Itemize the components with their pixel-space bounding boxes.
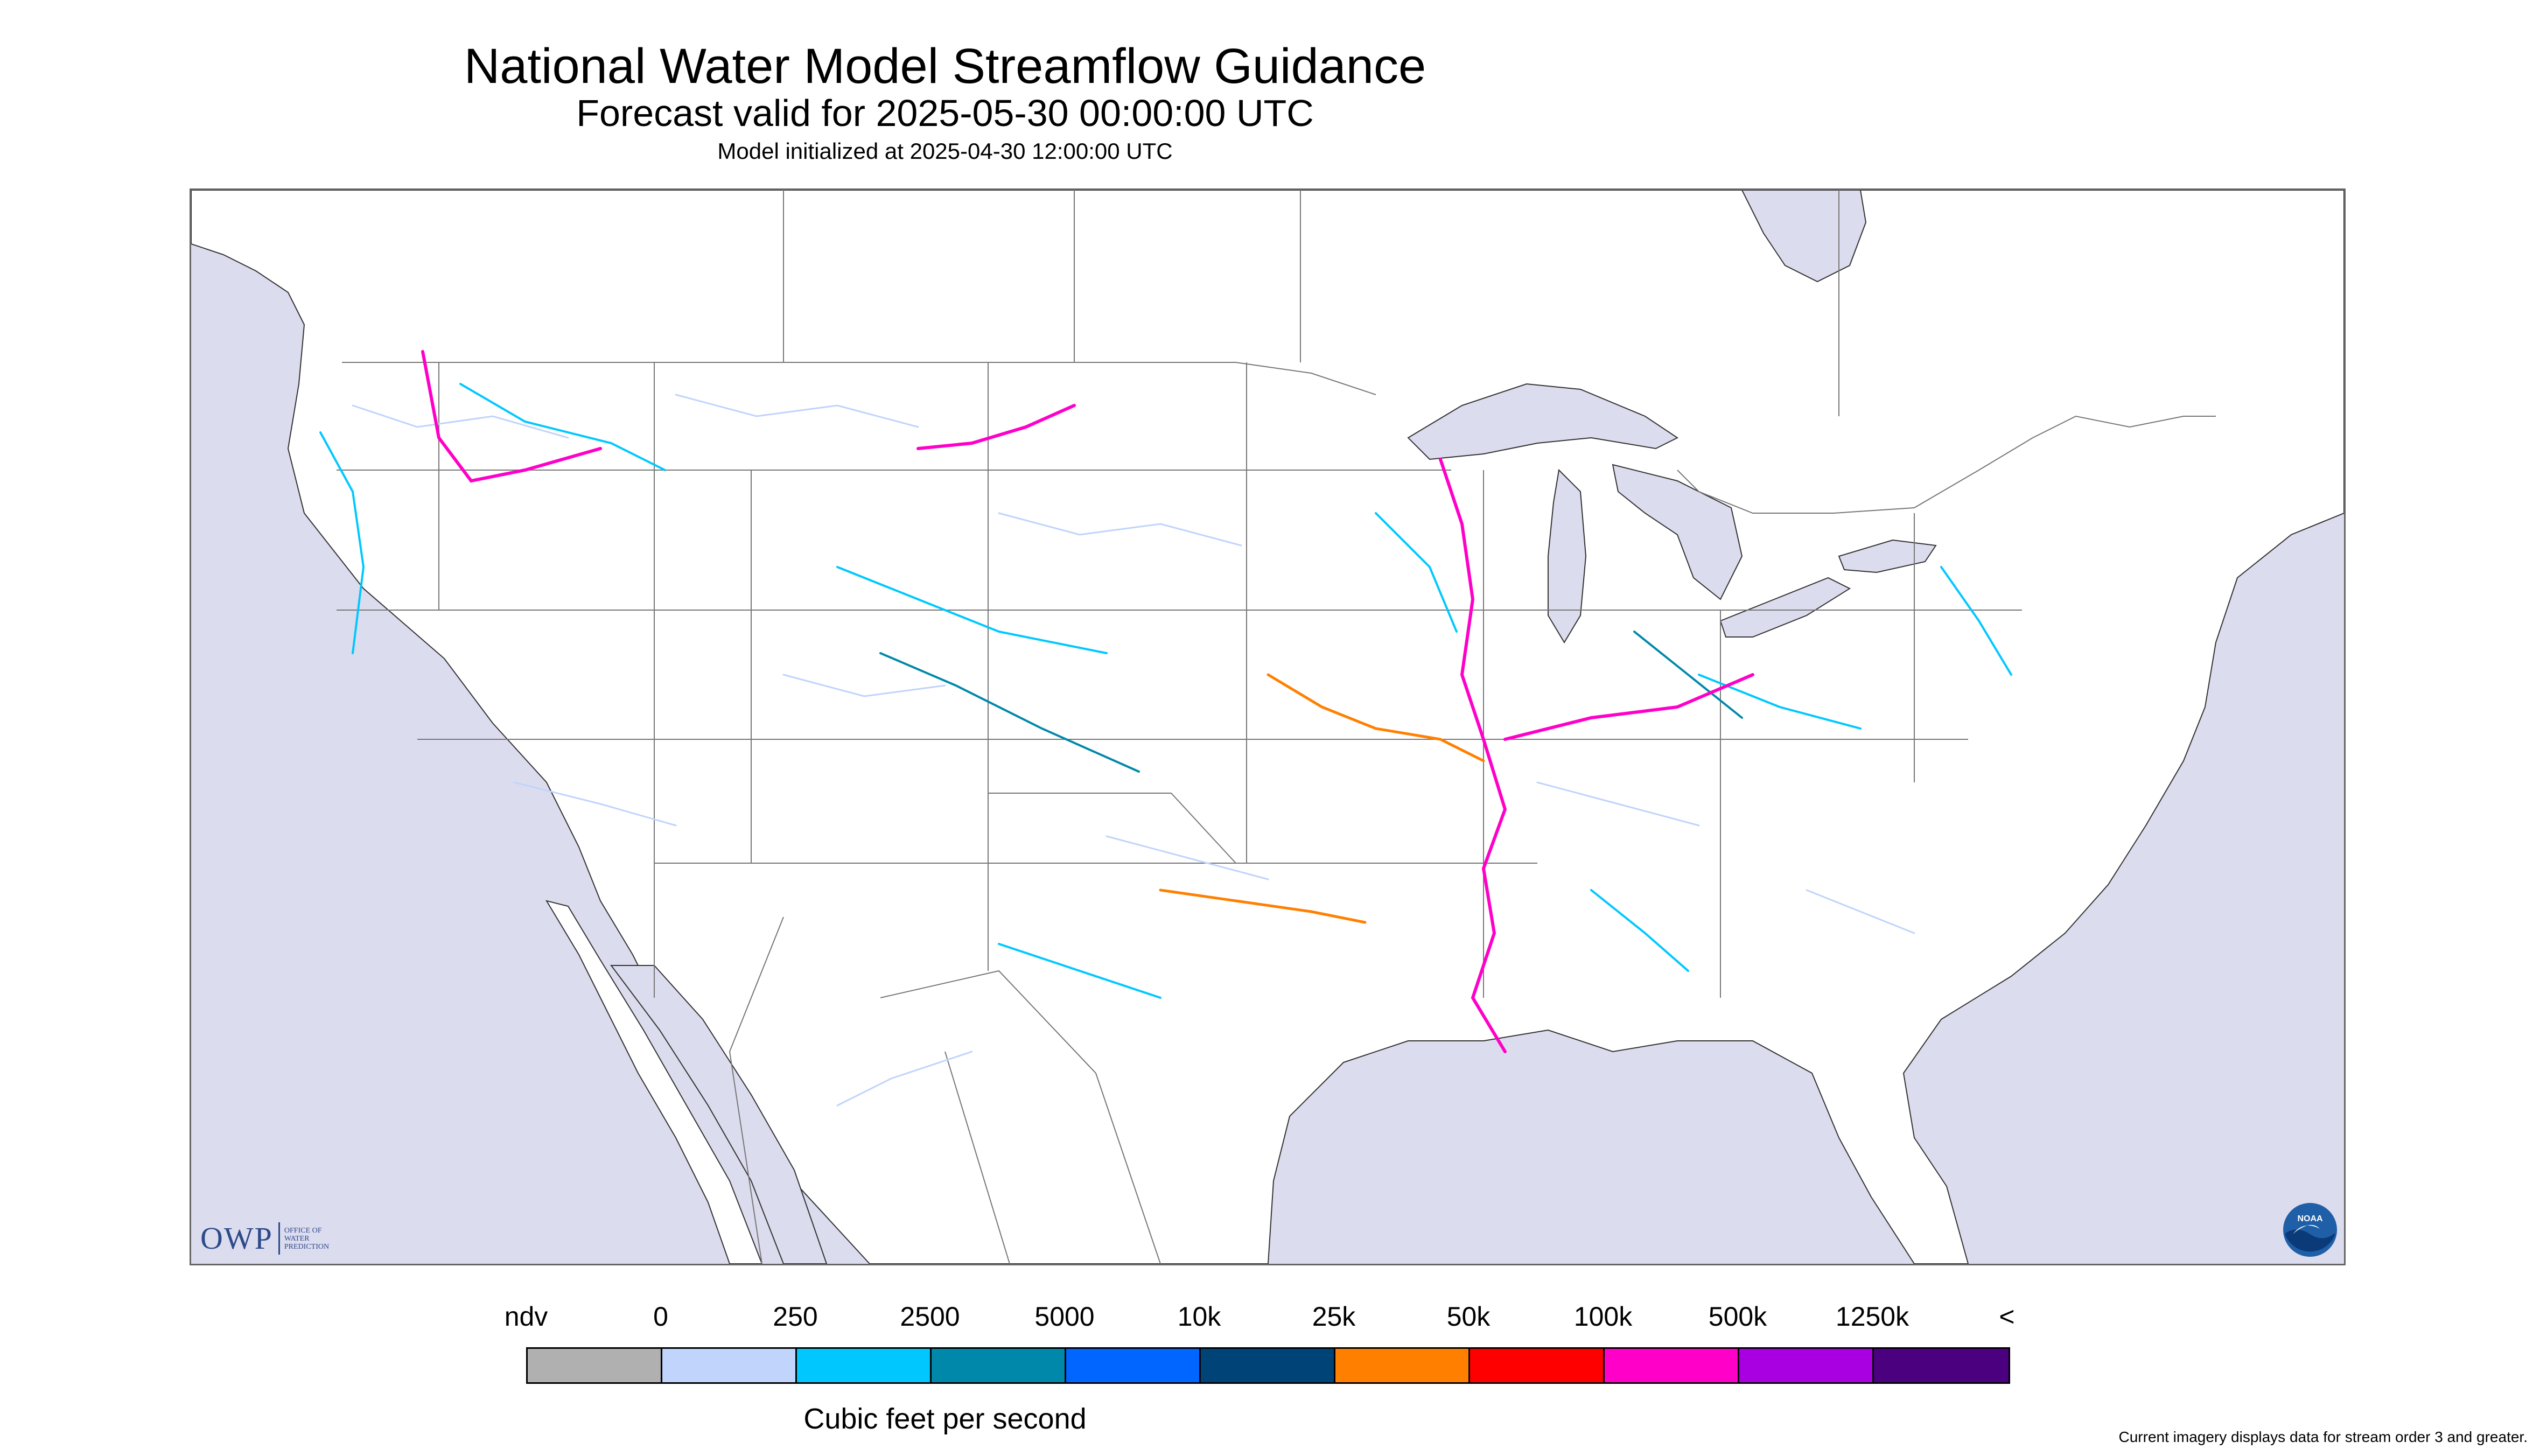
legend-tick: 1250k [1835,1301,1909,1332]
legend-tick: 250 [773,1301,818,1332]
legend-tick: 0 [653,1301,668,1332]
legend-swatch [1470,1349,1605,1382]
owp-logo-text: OFFICE OF WATER PREDICTION [284,1226,330,1251]
map-canvas [191,190,2344,1264]
legend-swatch [932,1349,1066,1382]
model-initialized-label: Model initialized at 2025-04-30 12:00:00… [717,138,1173,164]
political-boundaries [337,190,2216,1264]
legend-swatch [1201,1349,1335,1382]
legend-swatch [1739,1349,1874,1382]
lake-michigan [1548,468,1587,643]
legend-swatch [1605,1349,1739,1382]
legend-tick: 500k [1708,1301,1767,1332]
legend-tick: 25k [1312,1301,1356,1332]
lake-superior [1407,383,1678,460]
legend-color-bar [526,1347,2010,1384]
land-north-america [191,190,2344,1264]
forecast-valid-label: Forecast valid for 2025-05-30 00:00:00 U… [576,92,1314,134]
legend-swatch [662,1349,797,1382]
legend-tick: 50k [1446,1301,1491,1332]
legend-swatch [1335,1349,1470,1382]
page-title: National Water Model Streamflow Guidance [464,39,1426,94]
river-network [319,350,2012,1107]
legend-ticks: ndv 0 250 2500 5000 10k 25k 50k 100k 500… [0,1300,2533,1338]
noaa-logo-text: NOAA [2297,1214,2323,1223]
legend-tick: 5000 [1034,1301,1095,1332]
legend-units-label: Cubic feet per second [803,1403,1087,1435]
james-bay [1741,190,1867,283]
lake-ontario [1838,539,1937,573]
gulf-of-california [610,965,828,1264]
legend-tick: 100k [1573,1301,1633,1332]
legend-swatch [1066,1349,1201,1382]
footnote: Current imagery displays data for stream… [2118,1429,2528,1445]
legend-tick: ndv [504,1301,548,1332]
legend-tick: 10k [1177,1301,1221,1332]
baja-peninsula [545,900,763,1264]
owp-logo: OWP OFFICE OF WATER PREDICTION [200,1222,329,1255]
legend-tick: < [1999,1301,2015,1332]
lake-erie [1719,577,1851,638]
legend-swatch [528,1349,662,1382]
legend-swatch [797,1349,932,1382]
legend-swatch [1874,1349,2009,1382]
owp-logo-mark: OWP [200,1222,280,1255]
streamflow-map[interactable] [190,188,2346,1265]
legend-tick: 2500 [900,1301,960,1332]
noaa-logo: NOAA [2283,1203,2337,1257]
